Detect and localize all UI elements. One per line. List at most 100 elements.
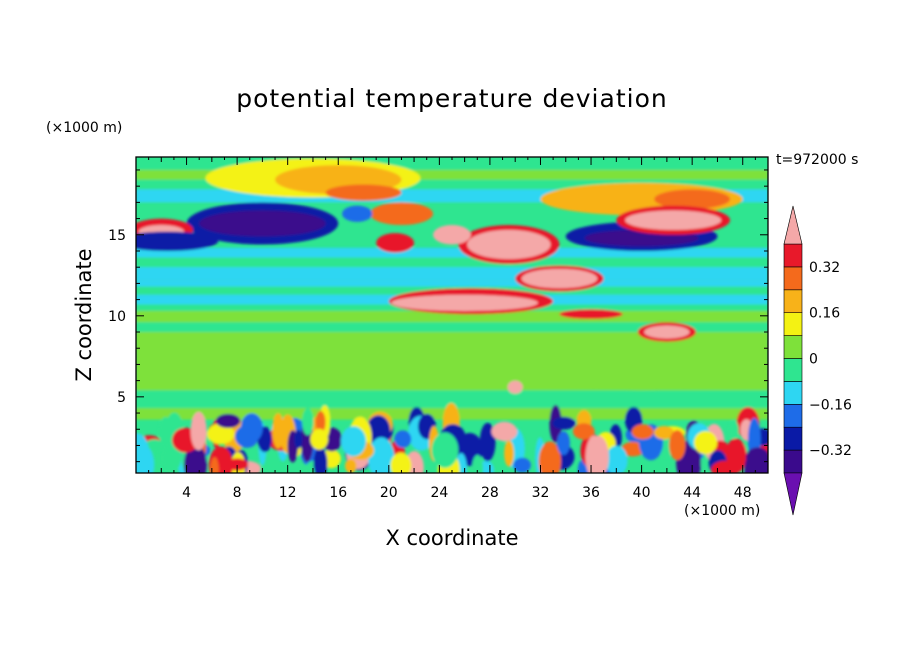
turbulence-cell [431, 432, 459, 468]
contour-blob [559, 309, 623, 320]
turbulence-cell [621, 441, 645, 457]
x-unit-label: (×1000 m) [684, 503, 761, 519]
turbulence-cell [340, 426, 367, 457]
contour-band [136, 332, 768, 345]
turbulence-cell [572, 423, 595, 440]
contour-blob [325, 184, 402, 201]
contour-blob [644, 325, 690, 339]
turbulence-cell [585, 435, 604, 473]
colorbar-label: −0.16 [809, 397, 852, 413]
turbulence-cell [711, 460, 739, 473]
x-tick-label: 36 [582, 485, 600, 501]
x-tick-label: 40 [633, 485, 651, 501]
x-tick-label: 4 [182, 485, 191, 501]
colorbar-under-triangle [783, 472, 803, 516]
turbulence-cell [504, 440, 514, 467]
contour-band [136, 280, 768, 287]
colorbar-label: 0.32 [809, 260, 840, 276]
turbulence-cell [557, 431, 570, 456]
x-tick-label: 8 [233, 485, 242, 501]
contour-blob [342, 205, 373, 222]
contour-blob [376, 233, 415, 253]
turbulence-cell [315, 411, 326, 434]
colorbar-segment [783, 403, 803, 428]
contour-blob [199, 210, 326, 237]
turbulence-cell [136, 433, 150, 473]
contour-band [136, 169, 768, 180]
turbulence-cell [345, 458, 357, 473]
x-tick-label: 24 [430, 485, 448, 501]
turbulence-cell [240, 413, 263, 443]
contour-blob [433, 225, 471, 245]
y-tick-label: 5 [117, 390, 126, 406]
colorbar-label: 0 [809, 352, 818, 368]
contour-blob [369, 202, 434, 226]
contour-blob [625, 210, 722, 230]
contour-band [136, 310, 768, 323]
turbulence-cell [302, 407, 314, 436]
turbulence-cell [162, 443, 182, 473]
turbulence-cell [513, 457, 531, 473]
turbulence-cell [390, 452, 412, 473]
colorbar: −0.32 −0.16 0 0.16 0.32 [783, 205, 852, 516]
turbulence-cell [394, 430, 412, 448]
turbulence-cell [491, 421, 518, 442]
contour-blob [654, 189, 731, 209]
contour-band [136, 257, 768, 268]
x-tick-label: 28 [481, 485, 499, 501]
colorbar-segment [783, 289, 803, 313]
turbulence-cell [207, 423, 235, 445]
turbulence-cell [631, 424, 654, 440]
x-tick-label: 20 [380, 485, 398, 501]
colorbar-segment [783, 243, 803, 268]
colorbar-segment [783, 426, 803, 451]
contour-band [136, 179, 768, 190]
contour-blob [507, 380, 523, 394]
turbulence-cell [210, 457, 219, 473]
turbulence-cell [669, 430, 686, 461]
contour-band [136, 322, 768, 333]
turbulence-cell [538, 441, 562, 473]
turbulence-cell [226, 458, 248, 471]
colorbar-segment [783, 449, 803, 474]
turbulence-cell [745, 447, 768, 469]
turbulence-cell [693, 431, 718, 455]
turbulence-cell [293, 429, 303, 449]
contour-blob [391, 294, 538, 311]
contour-blob [467, 229, 551, 260]
x-tick-label: 48 [734, 485, 752, 501]
turbulence-cell [368, 453, 382, 473]
colorbar-label: 0.16 [809, 306, 840, 322]
field-layers [136, 157, 768, 473]
contour-blob [325, 348, 503, 388]
turbulence-cell [471, 454, 484, 473]
chart-title: potential temperature deviation [236, 84, 668, 113]
contour-blob [521, 268, 598, 289]
colorbar-segment [783, 358, 803, 382]
colorbar-segment [783, 381, 803, 405]
x-axis: 4 8 12 16 20 24 28 32 36 40 44 48 [136, 157, 768, 501]
contour-band [136, 247, 768, 258]
turbulence-cell [310, 428, 329, 450]
turbulence-cell [552, 416, 576, 430]
turbulence-cell [158, 416, 172, 447]
x-tick-label: 12 [279, 485, 297, 501]
x-tick-label: 32 [532, 485, 550, 501]
colorbar-segment [783, 312, 803, 336]
turbulence-cell [605, 445, 628, 473]
colorbar-over-triangle [783, 205, 803, 245]
turbulence-cell [653, 425, 674, 440]
turbulence-cell [215, 413, 241, 429]
turbulence-cell [190, 411, 207, 451]
contour-blob [136, 231, 219, 251]
colorbar-segment [783, 335, 803, 359]
contour-band [136, 267, 768, 281]
y-tick-label: 10 [108, 309, 126, 325]
contour-field [136, 157, 768, 473]
contour-blob [527, 344, 756, 391]
contour-band [136, 390, 768, 409]
y-axis: 5 10 15 [108, 169, 768, 463]
x-axis-label: X coordinate [385, 526, 519, 550]
colorbar-segment [783, 266, 803, 291]
